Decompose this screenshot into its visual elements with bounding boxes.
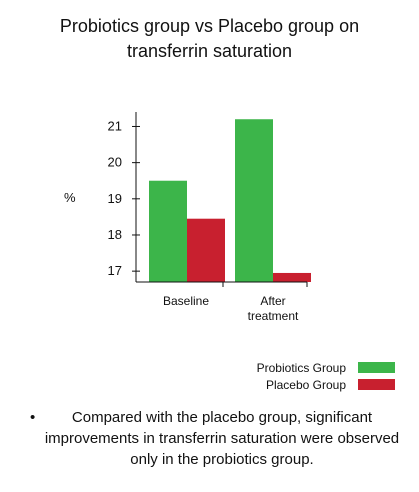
- x-tick-label: treatment: [248, 309, 299, 323]
- chart-title-line-1: Probiotics group vs Placebo group on: [59, 16, 360, 36]
- chart-title-line-2: transferrin saturation: [126, 41, 293, 61]
- chart-title: Probiotics group vs Placebo group on tra…: [0, 14, 419, 64]
- legend-item-probiotics: Probiotics Group: [257, 359, 395, 376]
- legend-label: Placebo Group: [265, 377, 346, 392]
- bullet-icon: •: [30, 409, 36, 426]
- x-tick-label: After: [260, 294, 285, 308]
- legend-swatch: [358, 379, 395, 390]
- conclusion-text: Compared with the placebo group, signifi…: [44, 409, 400, 468]
- conclusion-note: • Compared with the placebo group, signi…: [30, 407, 400, 470]
- bar-probiotics-after-treatment: [235, 119, 273, 282]
- y-tick-label: 19: [108, 191, 122, 206]
- bar-placebo-baseline: [187, 218, 225, 282]
- y-tick-label: 18: [108, 227, 122, 242]
- bar-probiotics-baseline: [149, 180, 187, 282]
- legend-item-placebo: Placebo Group: [257, 376, 395, 393]
- legend-swatch: [358, 362, 395, 373]
- bar-placebo-after-treatment: [273, 272, 311, 282]
- y-axis-label: %: [64, 190, 76, 205]
- y-tick-label: 21: [108, 118, 122, 133]
- x-tick-label: Baseline: [163, 294, 209, 308]
- y-tick-label: 20: [108, 155, 122, 170]
- legend: Probiotics Group Placebo Group: [257, 359, 395, 393]
- y-tick-label: 17: [108, 263, 122, 278]
- legend-label: Probiotics Group: [256, 360, 346, 375]
